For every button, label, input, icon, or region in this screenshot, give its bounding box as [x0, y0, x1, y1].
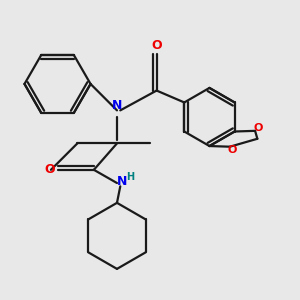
- Text: O: O: [151, 40, 162, 52]
- Text: N: N: [117, 175, 127, 188]
- Text: O: O: [44, 163, 55, 176]
- Text: H: H: [126, 172, 134, 182]
- Text: O: O: [228, 145, 237, 155]
- Text: O: O: [253, 122, 262, 133]
- Text: N: N: [112, 99, 122, 112]
